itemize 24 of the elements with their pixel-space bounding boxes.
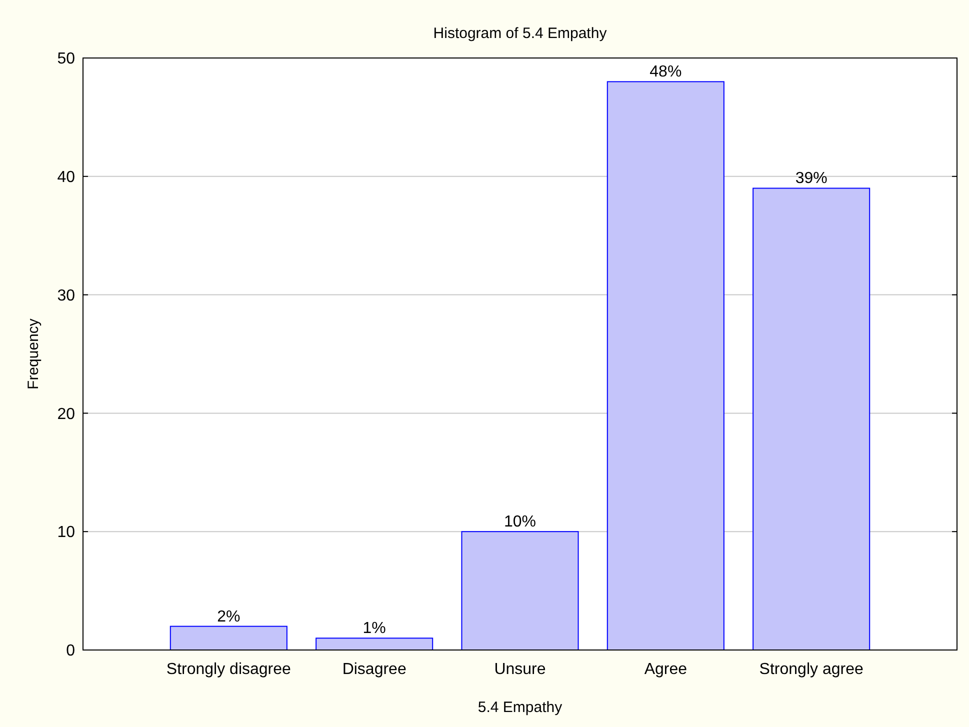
- chart-title: Histogram of 5.4 Empathy: [433, 25, 608, 42]
- x-tick-label: Disagree: [342, 661, 406, 678]
- x-tick-label: Strongly disagree: [166, 661, 292, 678]
- data-label: 48%: [650, 64, 682, 81]
- bar: [461, 531, 579, 650]
- x-tick-label: Agree: [644, 661, 688, 678]
- y-tick-label: 50: [57, 50, 76, 68]
- y-tick-label: 0: [66, 642, 76, 660]
- data-label: 39%: [795, 170, 828, 188]
- data-label: 1%: [362, 620, 386, 638]
- y-tick-label: 10: [57, 524, 76, 542]
- bar: [606, 81, 724, 650]
- data-label: 2%: [217, 608, 240, 626]
- bar: [170, 626, 288, 650]
- y-tick-label: 30: [57, 287, 76, 304]
- bar: [316, 638, 434, 650]
- y-axis-title: Frequency: [25, 318, 42, 390]
- y-tick-label: 40: [57, 169, 76, 186]
- y-tick-label: 20: [57, 406, 76, 423]
- x-tick-label: Unsure: [494, 661, 546, 678]
- x-tick-label: Strongly agree: [759, 661, 864, 678]
- x-axis-title: 5.4 Empathy: [478, 699, 563, 716]
- bar: [752, 188, 870, 650]
- data-label: 10%: [504, 514, 536, 531]
